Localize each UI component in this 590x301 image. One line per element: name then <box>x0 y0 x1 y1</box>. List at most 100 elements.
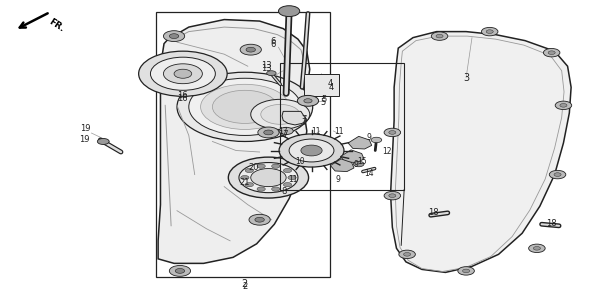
Circle shape <box>212 90 277 123</box>
Text: 8: 8 <box>281 187 287 196</box>
Text: 14: 14 <box>364 169 373 178</box>
Text: 16: 16 <box>178 94 188 103</box>
Polygon shape <box>391 32 571 272</box>
Text: 7: 7 <box>301 118 307 127</box>
Circle shape <box>288 175 296 180</box>
Text: 19: 19 <box>79 135 90 144</box>
Text: 4: 4 <box>328 79 333 88</box>
Text: 19: 19 <box>80 124 91 133</box>
Circle shape <box>245 168 254 172</box>
Circle shape <box>283 183 291 187</box>
Circle shape <box>258 127 279 138</box>
Circle shape <box>371 137 382 143</box>
Text: 6: 6 <box>270 37 276 46</box>
Circle shape <box>251 169 286 187</box>
Text: 17: 17 <box>278 130 289 139</box>
Text: 18: 18 <box>428 208 439 217</box>
Circle shape <box>228 157 309 198</box>
Circle shape <box>548 51 555 54</box>
Text: 12: 12 <box>382 147 392 156</box>
Circle shape <box>189 78 301 135</box>
Circle shape <box>271 164 280 168</box>
Text: 15: 15 <box>357 157 366 166</box>
Circle shape <box>481 27 498 36</box>
Polygon shape <box>282 111 307 125</box>
Circle shape <box>384 191 401 200</box>
Circle shape <box>279 127 293 135</box>
Circle shape <box>255 217 264 222</box>
Circle shape <box>174 69 192 78</box>
Circle shape <box>257 187 266 191</box>
Bar <box>280 63 404 190</box>
Circle shape <box>543 48 560 57</box>
Circle shape <box>389 131 396 134</box>
Circle shape <box>353 161 364 167</box>
Circle shape <box>261 104 300 124</box>
Polygon shape <box>330 159 354 172</box>
Circle shape <box>549 170 566 179</box>
Polygon shape <box>158 20 310 263</box>
Text: 9: 9 <box>335 175 340 184</box>
Bar <box>156 12 330 277</box>
Circle shape <box>169 34 179 39</box>
Text: 9: 9 <box>353 160 358 169</box>
Text: 5: 5 <box>321 98 326 107</box>
Text: 7: 7 <box>301 115 306 124</box>
Circle shape <box>458 267 474 275</box>
Circle shape <box>175 268 185 273</box>
Text: 10: 10 <box>295 157 304 166</box>
Circle shape <box>245 183 254 187</box>
Circle shape <box>257 164 266 168</box>
Circle shape <box>278 6 300 17</box>
Circle shape <box>150 57 215 90</box>
Circle shape <box>177 72 313 141</box>
Circle shape <box>267 71 276 76</box>
Circle shape <box>389 194 396 197</box>
Text: 2: 2 <box>242 279 248 290</box>
Text: 4: 4 <box>329 83 334 92</box>
Circle shape <box>249 214 270 225</box>
Circle shape <box>163 31 185 42</box>
Text: 11: 11 <box>289 175 298 184</box>
Text: 9: 9 <box>366 133 371 142</box>
Text: FR.: FR. <box>47 17 66 34</box>
Polygon shape <box>340 150 364 163</box>
Text: 6: 6 <box>270 40 276 49</box>
Text: 11: 11 <box>311 127 320 136</box>
Text: 2: 2 <box>242 282 247 291</box>
Circle shape <box>240 44 261 55</box>
Circle shape <box>239 163 298 193</box>
Circle shape <box>246 47 255 52</box>
Circle shape <box>399 250 415 259</box>
Circle shape <box>97 138 109 144</box>
Text: 3: 3 <box>463 73 469 83</box>
Circle shape <box>555 101 572 110</box>
Circle shape <box>297 95 319 106</box>
Bar <box>304 74 339 96</box>
Circle shape <box>279 134 344 167</box>
Circle shape <box>533 247 540 250</box>
Text: 21: 21 <box>240 178 250 187</box>
Circle shape <box>404 253 411 256</box>
Circle shape <box>289 139 334 162</box>
Circle shape <box>560 104 567 107</box>
Circle shape <box>486 30 493 33</box>
Polygon shape <box>348 136 372 149</box>
Circle shape <box>301 145 322 156</box>
Circle shape <box>163 64 202 84</box>
Circle shape <box>283 168 291 172</box>
Circle shape <box>241 175 249 180</box>
Circle shape <box>169 265 191 276</box>
Circle shape <box>201 84 289 129</box>
Circle shape <box>436 34 443 38</box>
Circle shape <box>384 128 401 137</box>
Text: 18: 18 <box>546 219 557 228</box>
Text: 11: 11 <box>335 127 344 136</box>
Circle shape <box>271 187 280 191</box>
Text: 13: 13 <box>261 61 272 70</box>
Text: 17: 17 <box>278 127 287 136</box>
Circle shape <box>554 173 561 176</box>
Text: 5: 5 <box>322 95 327 104</box>
Circle shape <box>264 130 273 135</box>
Text: 20: 20 <box>248 163 259 172</box>
